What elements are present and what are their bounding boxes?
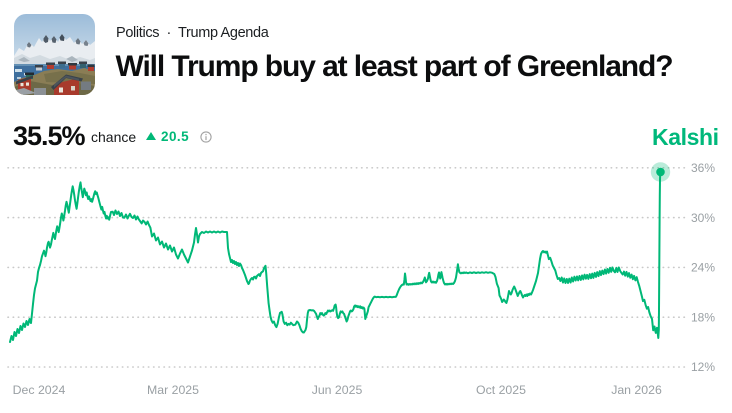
svg-text:18%: 18% [691,310,715,324]
svg-text:Mar 2025: Mar 2025 [147,383,199,397]
svg-text:12%: 12% [691,360,715,374]
svg-text:Jun 2025: Jun 2025 [312,383,363,397]
svg-text:30%: 30% [691,211,715,225]
svg-text:Jan 2026: Jan 2026 [611,383,662,397]
svg-text:36%: 36% [691,161,715,175]
svg-text:Oct 2025: Oct 2025 [476,383,526,397]
svg-text:24%: 24% [691,261,715,275]
svg-text:Dec 2024: Dec 2024 [13,383,66,397]
